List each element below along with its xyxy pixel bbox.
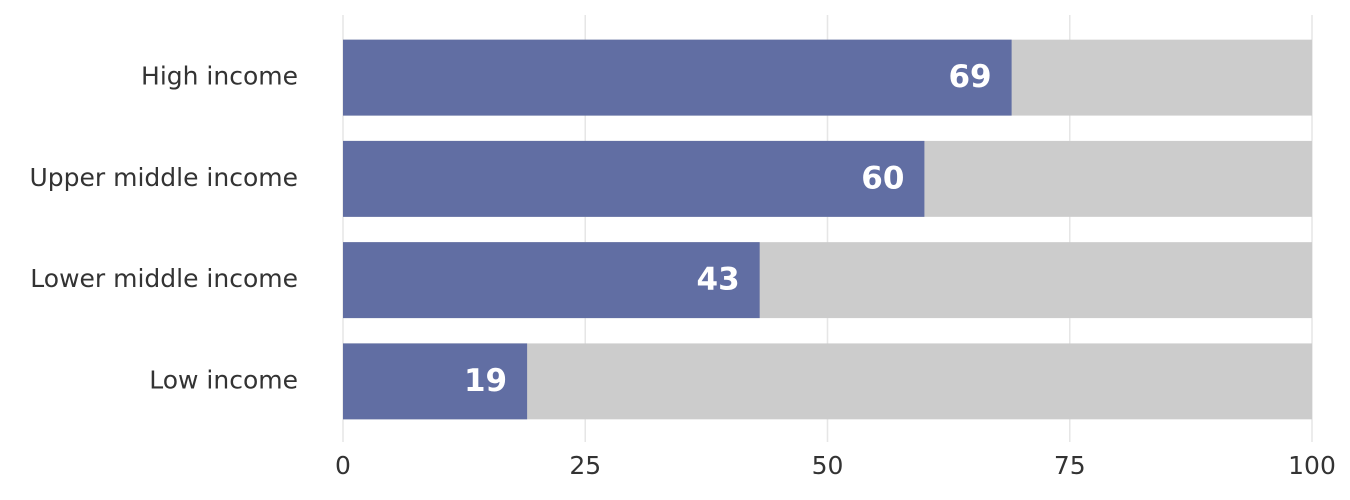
y-tick-label: Upper middle income	[29, 163, 298, 192]
value-label: 60	[861, 160, 904, 196]
x-tick-label: 75	[1054, 451, 1086, 480]
y-tick-label: High income	[141, 62, 298, 91]
y-tick-label: Lower middle income	[30, 264, 298, 293]
bar	[343, 343, 528, 420]
value-label: 19	[464, 363, 507, 399]
bar	[343, 140, 925, 217]
x-tick-label: 25	[569, 451, 601, 480]
bar	[343, 242, 760, 319]
bar	[343, 39, 1012, 116]
y-tick-label: Low income	[149, 365, 298, 394]
x-tick-label: 100	[1288, 451, 1336, 480]
value-label: 43	[697, 262, 740, 298]
x-tick-label: 50	[812, 451, 844, 480]
x-tick-label: 0	[335, 451, 351, 480]
value-label: 69	[948, 59, 991, 95]
